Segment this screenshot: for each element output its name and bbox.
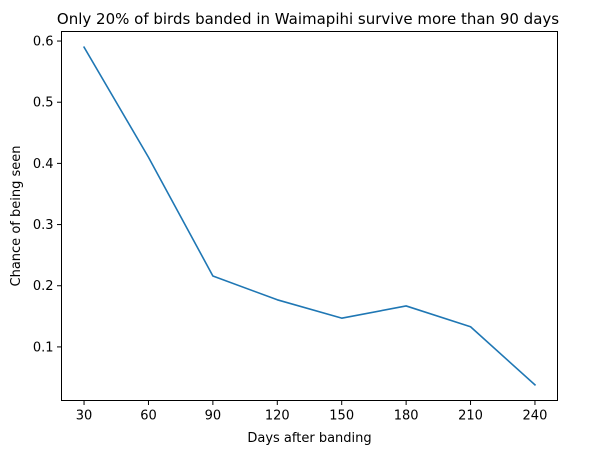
- y-tick-label: 0.1: [33, 340, 54, 355]
- x-tick-label: 180: [394, 409, 419, 424]
- series-layer: [82, 46, 537, 386]
- x-tick-label: 240: [523, 409, 548, 424]
- x-tick-label: 210: [458, 409, 483, 424]
- y-tick-label: 0.2: [33, 279, 54, 294]
- chart-title: Only 20% of birds banded in Waimapihi su…: [57, 10, 559, 28]
- plot-frame: [61, 31, 558, 401]
- y-tick-label: 0.6: [33, 35, 54, 50]
- x-axis: 30 60 90 120 150 180 210 240: [76, 400, 548, 424]
- x-tick-label: 150: [329, 409, 354, 424]
- y-tick-label: 0.4: [33, 157, 54, 172]
- x-tick-label: 90: [205, 409, 222, 424]
- y-axis-label: Chance of being seen: [9, 146, 24, 287]
- x-tick-label: 120: [265, 409, 290, 424]
- y-tick-label: 0.5: [33, 96, 54, 111]
- x-axis-label: Days after banding: [247, 431, 371, 446]
- y-axis: 0.1 0.2 0.3 0.4 0.5 0.6: [33, 35, 62, 355]
- x-tick-label: 30: [76, 409, 93, 424]
- series-line: [82, 46, 537, 386]
- x-tick-label: 60: [140, 409, 157, 424]
- y-tick-label: 0.3: [33, 218, 54, 233]
